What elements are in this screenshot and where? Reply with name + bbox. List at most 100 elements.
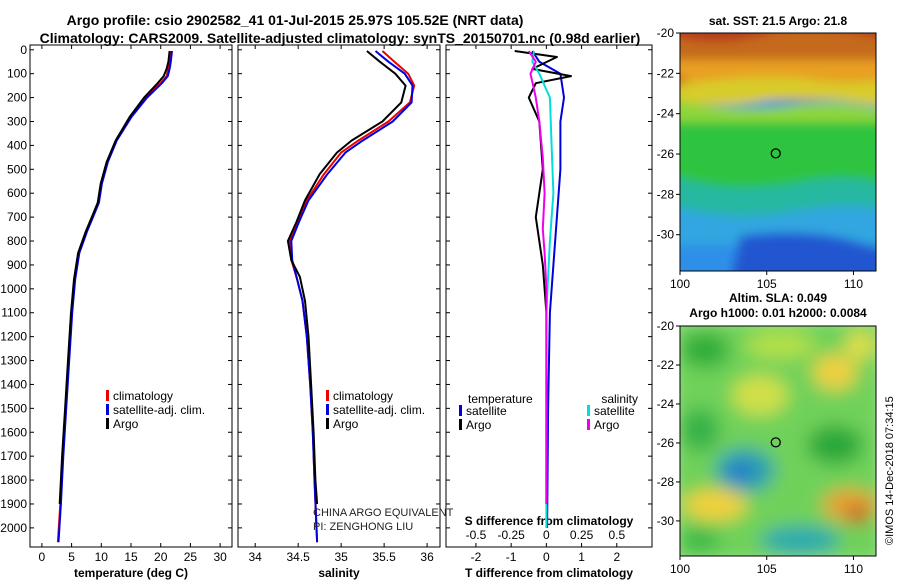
legend-label: satellite <box>466 404 507 418</box>
axes-frame <box>237 44 441 548</box>
depth-tick-label: 1700 <box>0 449 27 463</box>
legend-swatch <box>587 405 590 416</box>
depth-tick-label: 1300 <box>0 354 27 368</box>
x-tick-label: 30 <box>213 550 227 564</box>
top-x-tick-label: -0.5 <box>466 528 487 542</box>
legend-heading-temperature: temperature <box>468 392 533 406</box>
x-tick-label: 35 <box>334 550 348 564</box>
series-line-argo <box>58 50 171 505</box>
map-lat-label: -20 <box>657 26 675 40</box>
map-lon-label: 110 <box>844 277 863 291</box>
map-lat-label: -22 <box>657 358 675 372</box>
x-tick-label: -2 <box>471 550 482 564</box>
legend-swatch <box>106 404 109 415</box>
legend-label: satellite-adj. clim. <box>113 403 205 417</box>
x-axis-label: salinity <box>318 566 360 580</box>
x-tick-label: 0 <box>543 550 550 564</box>
legend-swatch <box>106 418 109 429</box>
depth-tick-label: 700 <box>7 210 27 224</box>
legend-label: Argo <box>594 418 620 432</box>
legend-swatch <box>326 390 329 401</box>
axes-frame <box>445 44 653 548</box>
legend-swatch <box>106 390 109 401</box>
sst-map-title: sat. SST: 21.5 Argo: 21.8 <box>709 14 848 28</box>
depth-tick-label: 200 <box>7 91 27 105</box>
depth-tick-label: 100 <box>7 67 27 81</box>
map-lon-label: 100 <box>670 562 690 576</box>
legend-swatch <box>459 419 462 430</box>
legend-swatch <box>459 405 462 416</box>
x-tick-label: 0 <box>39 550 46 564</box>
top-x-tick-label: 0 <box>543 528 550 542</box>
depth-tick-label: 1000 <box>0 282 27 296</box>
map-lat-label: -26 <box>657 147 675 161</box>
x-tick-label: 2 <box>613 550 620 564</box>
top-x-tick-label: 0.25 <box>570 528 594 542</box>
map-lon-label: 110 <box>844 562 863 576</box>
sst-map <box>679 32 877 272</box>
map-lat-label: -28 <box>657 475 675 489</box>
top-x-axis-label: S difference from climatology <box>465 514 634 528</box>
x-tick-label: -1 <box>506 550 517 564</box>
axes-frame <box>29 44 233 548</box>
x-axis-label: T difference from climatology <box>465 566 633 580</box>
x-tick-label: 36 <box>420 550 434 564</box>
map-lat-label: -30 <box>657 228 675 242</box>
depth-tick-label: 0 <box>20 43 27 57</box>
map-axes: -20 -22 -24 -26 -28 -30 100 105 110 -20 -22 -24 -26 -… <box>657 26 864 576</box>
top-x-tick-label: 0.5 <box>608 528 625 542</box>
legend-label: satellite-adj. clim. <box>333 403 425 417</box>
sla-map-title: Altim. SLA: 0.049 <box>729 291 827 305</box>
depth-tick-label: 1800 <box>0 473 27 487</box>
depth-tick-label: 900 <box>7 258 27 272</box>
x-axis-label: temperature (deg C) <box>74 566 188 580</box>
credit-line2: PI: ZENGHONG LIU <box>313 521 413 533</box>
x-tick-label: 34 <box>249 550 263 564</box>
depth-tick-label: 600 <box>7 186 27 200</box>
salinity-profile-axes: 34 34.5 35 35.5 36 salinity climatologysatelli… <box>237 44 441 580</box>
legend-label: Argo <box>113 417 139 431</box>
difference-profile-axes: -2 -1 0 1 2 T difference from climatology S di… <box>445 44 653 580</box>
map-lat-label: -24 <box>657 107 675 121</box>
legend-label: Argo <box>333 417 359 431</box>
legend-label: climatology <box>333 389 393 403</box>
legend-label: climatology <box>113 389 173 403</box>
x-tick-label: 10 <box>95 550 109 564</box>
series-line-temperature-satellite <box>531 50 565 528</box>
x-tick-label: 20 <box>154 550 168 564</box>
map-lat-label: -28 <box>657 187 675 201</box>
series-line-climatology <box>56 50 173 543</box>
map-lat-label: -26 <box>657 436 675 450</box>
series-line-temperature-argo <box>514 50 572 504</box>
depth-tick-label: 1400 <box>0 377 27 391</box>
series-line-satellite-adj-clim- <box>290 50 414 543</box>
depth-tick-label: 500 <box>7 162 27 176</box>
series-line-satellite-adj-clim- <box>57 50 173 543</box>
figure-title-line1: Argo profile: csio 2902582_41 01-Jul-201… <box>67 12 524 28</box>
series-line-argo <box>286 50 407 505</box>
series-line-salinity-satellite <box>531 50 555 528</box>
depth-tick-label: 800 <box>7 234 27 248</box>
depth-tick-label: 300 <box>7 114 27 128</box>
x-tick-label: 35.5 <box>372 550 396 564</box>
depth-tick-label: 1200 <box>0 330 27 344</box>
x-tick-label: 34.5 <box>286 550 310 564</box>
x-tick-label: 15 <box>124 550 138 564</box>
depth-tick-label: 1500 <box>0 401 27 415</box>
depth-tick-label: 1900 <box>0 497 27 511</box>
legend-swatch <box>587 419 590 430</box>
temperature-profile-axes: 0100200300400500600700800900100011001200… <box>0 43 233 580</box>
x-tick-label: 5 <box>68 550 75 564</box>
sla-map <box>679 325 877 557</box>
map-lon-label: 105 <box>757 277 777 291</box>
depth-tick-label: 400 <box>7 138 27 152</box>
map-lon-label: 105 <box>757 562 777 576</box>
argo-float-location-marker <box>770 437 781 448</box>
legend-label: Argo <box>466 418 492 432</box>
map-lat-label: -20 <box>657 319 675 333</box>
map-lat-label: -22 <box>657 66 675 80</box>
map-lat-label: -24 <box>657 397 675 411</box>
legend-swatch <box>326 418 329 429</box>
figure-title-line2: Climatology: CARS2009. Satellite-adjuste… <box>40 30 641 46</box>
